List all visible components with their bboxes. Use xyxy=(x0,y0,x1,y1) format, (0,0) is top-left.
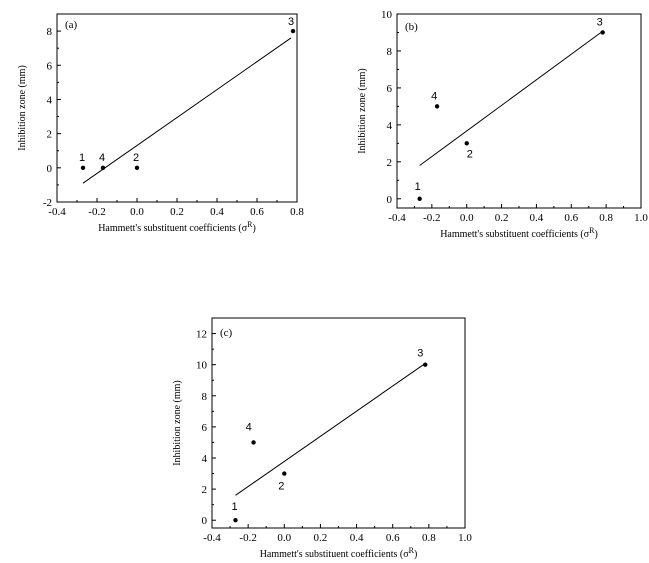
x-tick-label: 1.0 xyxy=(458,532,472,544)
data-point-2 xyxy=(134,165,140,171)
y-tick-label: 4 xyxy=(47,94,53,106)
x-tick-label: 0.4 xyxy=(210,206,224,218)
plot-frame xyxy=(56,13,298,203)
data-point-4 xyxy=(100,165,106,171)
y-tick-label: 0 xyxy=(387,194,393,206)
x-tick-label: 0.6 xyxy=(250,206,264,218)
x-axis-label-superscript: R xyxy=(409,546,415,555)
point-label-4: 4 xyxy=(246,421,252,433)
x-axis-label-superscript: R xyxy=(247,220,253,229)
x-tick-label: 0.2 xyxy=(170,206,184,218)
data-point-4 xyxy=(251,440,256,445)
panel-label: (b) xyxy=(405,21,418,33)
x-tick-label: 0.2 xyxy=(314,532,328,544)
plot-frame xyxy=(396,13,642,209)
point-label-1: 1 xyxy=(415,181,421,193)
y-tick-label: 2 xyxy=(47,129,53,141)
data-point-3 xyxy=(290,28,296,34)
data-point-1 xyxy=(80,165,86,171)
x-tick-label: 0.4 xyxy=(350,532,364,544)
point-label-3: 3 xyxy=(417,348,423,360)
regression-line xyxy=(82,37,292,184)
y-tick-label: 10 xyxy=(381,9,393,21)
data-point-2 xyxy=(282,471,287,476)
x-axis-label-superscript: R xyxy=(589,226,595,235)
data-point-3 xyxy=(423,362,428,367)
point-label-1: 1 xyxy=(231,501,237,513)
y-tick-label: 4 xyxy=(387,120,393,132)
x-axis-label: Hammett's substituent coefficients (σR) xyxy=(440,226,598,240)
y-tick-label: 6 xyxy=(202,422,208,434)
x-tick-label: -0.2 xyxy=(239,532,256,544)
x-tick-label: 0.0 xyxy=(130,206,144,218)
x-tick-label: 0.8 xyxy=(290,206,304,218)
regression-line xyxy=(235,364,424,496)
y-tick-label: 12 xyxy=(196,329,207,341)
x-tick-label: -0.2 xyxy=(88,206,105,218)
point-label-2: 2 xyxy=(133,152,139,164)
y-tick-label: 8 xyxy=(202,391,208,403)
y-tick-label: 0 xyxy=(202,515,208,527)
y-tick-label: 2 xyxy=(202,484,208,496)
point-label-1: 1 xyxy=(79,152,85,164)
x-tick-label: -0.4 xyxy=(48,206,66,218)
x-tick-label: 0.6 xyxy=(386,532,400,544)
data-point-3 xyxy=(600,30,605,35)
data-point-4 xyxy=(434,104,440,109)
panel-label: (a) xyxy=(65,19,78,31)
y-tick-label: 6 xyxy=(387,83,393,95)
x-tick-label: -0.2 xyxy=(423,212,440,224)
y-tick-label: 6 xyxy=(47,60,53,72)
x-tick-label: 0.0 xyxy=(460,212,474,224)
y-tick-label: 2 xyxy=(387,157,393,169)
data-point-1 xyxy=(233,518,238,523)
point-label-3: 3 xyxy=(597,16,603,28)
y-tick-label: 10 xyxy=(196,360,208,372)
y-tick-label: 8 xyxy=(387,46,393,58)
y-axis-label: Inhibition zone (mm) xyxy=(172,380,183,466)
y-tick-label: 0 xyxy=(47,163,53,175)
x-tick-label: 0.6 xyxy=(564,212,578,224)
point-label-2: 2 xyxy=(467,148,473,160)
x-axis-label: Hammett's substituent coefficients (σR) xyxy=(98,220,256,234)
chart-panel-1: -0.4 -0.2 0.0 0.2 0.4 0.6 0.8 -2 0 2 4 6 8 Hammett's … xyxy=(17,13,304,234)
x-tick-label: 0.8 xyxy=(599,212,613,224)
y-tick-label: -2 xyxy=(43,197,52,209)
chart-panel-3: -0.4 -0.2 0.0 0.2 0.4 0.6 0.8 1.0024681012Hamme… xyxy=(172,317,472,560)
y-tick-label: 8 xyxy=(47,26,53,38)
y-axis-label: Inhibition zone (mm) xyxy=(357,68,368,154)
data-point-2 xyxy=(464,141,469,146)
point-label-3: 3 xyxy=(288,16,294,28)
data-point-1 xyxy=(417,196,422,201)
y-tick-label: 4 xyxy=(202,453,208,465)
regression-line xyxy=(419,32,602,166)
x-tick-label: 0.0 xyxy=(277,532,291,544)
x-tick-label: 0.4 xyxy=(530,212,544,224)
point-label-2: 2 xyxy=(278,481,284,493)
x-tick-label: -0.4 xyxy=(388,212,406,224)
x-tick-label: 1.0 xyxy=(634,212,648,224)
x-axis-label: Hammett's substituent coefficients (σR) xyxy=(260,546,418,560)
point-label-4: 4 xyxy=(99,152,105,164)
chart-panel-2: -0.4 -0.2 0.0 0.2 0.4 0.6 0.8 1.0 0 2 4 6 8 10 Hammett… xyxy=(357,9,648,240)
y-axis-label: Inhibition zone (mm) xyxy=(17,65,28,151)
x-tick-label: 0.8 xyxy=(422,532,436,544)
point-label-4: 4 xyxy=(431,90,437,102)
x-tick-label: 0.2 xyxy=(495,212,509,224)
x-tick-label: -0.4 xyxy=(203,532,221,544)
panel-label: (c) xyxy=(220,327,233,339)
